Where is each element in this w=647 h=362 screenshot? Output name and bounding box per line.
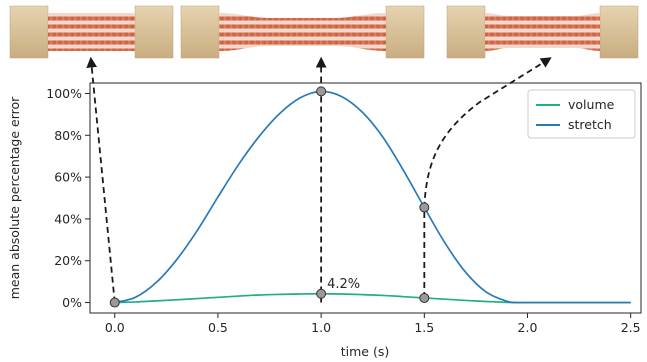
x-tick-label-0: 0.0: [105, 320, 125, 335]
specimen-images: [9, 5, 639, 59]
specimen-image-stretched: [180, 5, 425, 59]
specimen-image-initial: [9, 5, 174, 59]
y-tick-label-2: 40%: [54, 211, 82, 226]
x-tick-label-4: 2.0: [518, 320, 538, 335]
x-axis-label: time (s): [341, 344, 389, 359]
highlight-marker-2: [316, 288, 327, 299]
x-tick-label-5: 2.5: [621, 320, 641, 335]
y-tick-label-0: 0%: [62, 295, 82, 310]
legend-label-stretch: stretch: [568, 117, 612, 132]
x-tick-label-3: 1.5: [414, 320, 434, 335]
legend: volume stretch: [527, 89, 636, 139]
x-tick-label-2: 1.0: [311, 320, 331, 335]
highlight-marker-3: [419, 202, 430, 213]
series-line-volume: [114, 292, 631, 304]
specimen-image-relaxing: [446, 5, 639, 59]
y-tick-label-5: 100%: [46, 86, 82, 101]
y-axis-label: mean absolute percentage error: [7, 96, 22, 299]
highlight-marker-4: [419, 292, 430, 303]
annotation-arrows: [86, 56, 552, 303]
value-annotations: 4.2%: [327, 277, 360, 292]
series-line-stretch: [114, 90, 631, 304]
highlight-markers: [109, 86, 430, 308]
plot-area: [89, 82, 642, 314]
x-axis: 0.0 0.5 1.0 1.5 2.0 2.5: [105, 313, 641, 335]
y-tick-label-3: 60%: [54, 170, 82, 185]
y-tick-label-4: 80%: [54, 128, 82, 143]
series-lines: [114, 90, 631, 304]
y-tick-label-1: 20%: [54, 253, 82, 268]
arrow-to-relaxing-image: [423, 57, 552, 298]
legend-label-volume: volume: [568, 97, 615, 112]
highlight-marker-0: [109, 297, 120, 308]
x-tick-label-1: 0.5: [208, 320, 228, 335]
value-annotation-0: 4.2%: [327, 277, 360, 292]
y-axis: 0% 20% 40% 60% 80% 100%: [46, 86, 90, 310]
arrow-to-initial-image: [86, 56, 116, 303]
highlight-marker-1: [316, 86, 327, 97]
